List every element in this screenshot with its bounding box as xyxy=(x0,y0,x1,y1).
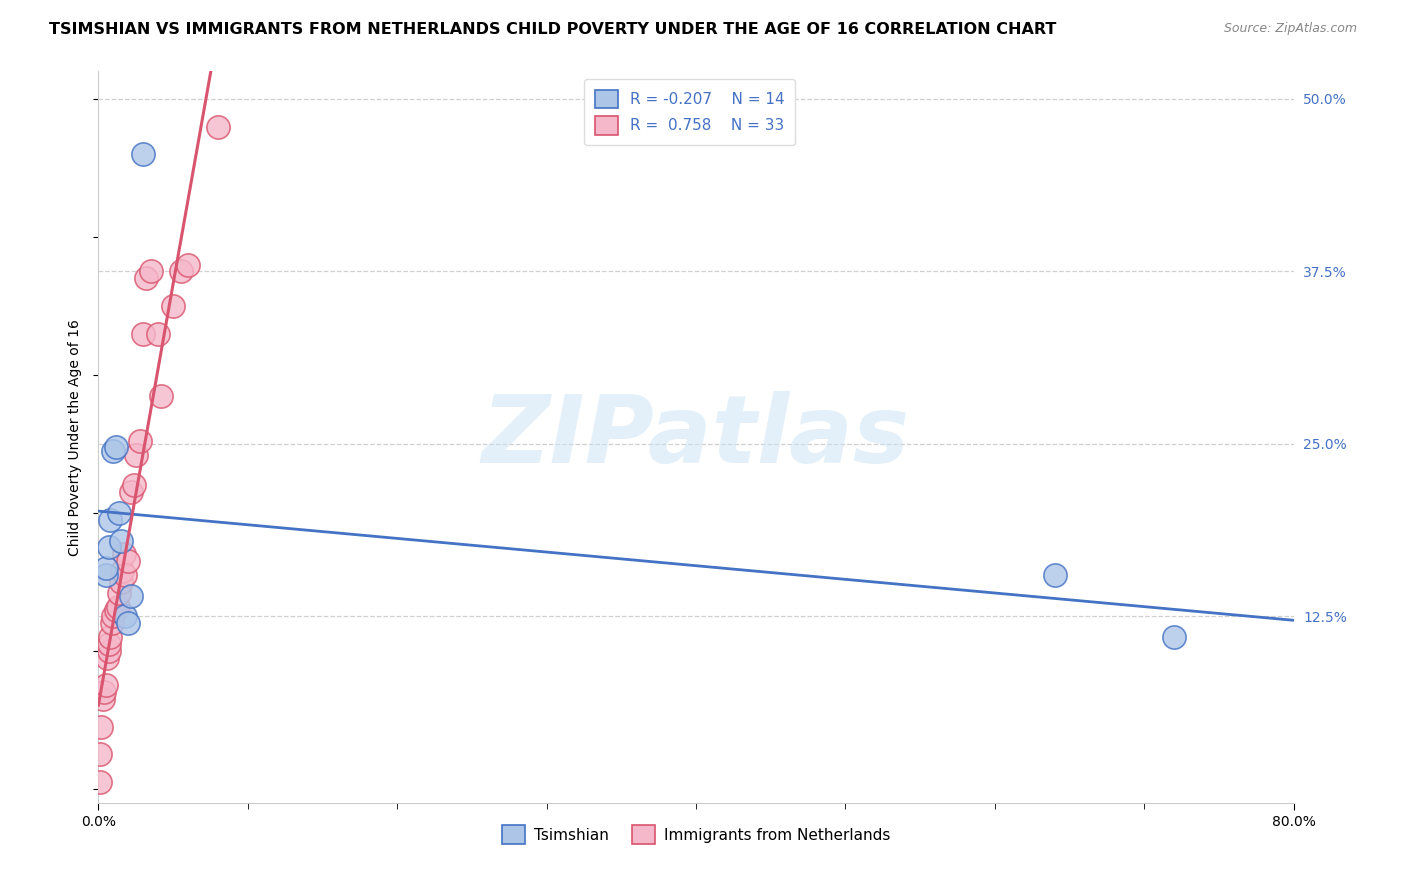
Point xyxy=(110,574,132,589)
Point xyxy=(110,533,132,548)
Point xyxy=(94,678,117,692)
Point xyxy=(105,602,128,616)
Point xyxy=(129,434,152,449)
Point xyxy=(96,651,118,665)
Point xyxy=(97,541,120,555)
Point xyxy=(97,644,120,658)
Text: TSIMSHIAN VS IMMIGRANTS FROM NETHERLANDS CHILD POVERTY UNDER THE AGE OF 16 CORRE: TSIMSHIAN VS IMMIGRANTS FROM NETHERLANDS… xyxy=(49,22,1056,37)
Point xyxy=(94,561,117,575)
Point xyxy=(89,775,111,789)
Point xyxy=(93,685,115,699)
Point xyxy=(124,478,146,492)
Point xyxy=(139,264,162,278)
Point xyxy=(1163,630,1185,644)
Point xyxy=(1043,568,1066,582)
Point xyxy=(132,147,155,161)
Point xyxy=(114,568,136,582)
Text: ZIPatlas: ZIPatlas xyxy=(482,391,910,483)
Point xyxy=(114,609,136,624)
Point xyxy=(148,326,170,341)
Point xyxy=(103,609,125,624)
Point xyxy=(107,599,129,614)
Point xyxy=(89,747,111,762)
Point xyxy=(162,299,184,313)
Point xyxy=(108,586,131,600)
Point xyxy=(111,564,134,578)
Point xyxy=(101,616,124,631)
Point xyxy=(97,637,120,651)
Point xyxy=(120,589,142,603)
Point xyxy=(132,326,155,341)
Text: Source: ZipAtlas.com: Source: ZipAtlas.com xyxy=(1223,22,1357,36)
Legend: Tsimshian, Immigrants from Netherlands: Tsimshian, Immigrants from Netherlands xyxy=(496,819,896,850)
Point xyxy=(117,616,139,631)
Point xyxy=(91,692,114,706)
Point xyxy=(125,448,148,462)
Y-axis label: Child Poverty Under the Age of 16: Child Poverty Under the Age of 16 xyxy=(69,318,83,556)
Point xyxy=(169,264,191,278)
Point xyxy=(135,271,157,285)
Point xyxy=(117,554,139,568)
Point xyxy=(207,120,229,134)
Point xyxy=(90,720,112,734)
Point xyxy=(98,630,122,644)
Point xyxy=(108,506,131,520)
Point xyxy=(120,485,142,500)
Point xyxy=(177,258,200,272)
Point xyxy=(150,389,173,403)
Point xyxy=(98,513,122,527)
Point xyxy=(94,568,117,582)
Point xyxy=(112,548,135,562)
Point xyxy=(103,443,125,458)
Point xyxy=(105,440,128,454)
